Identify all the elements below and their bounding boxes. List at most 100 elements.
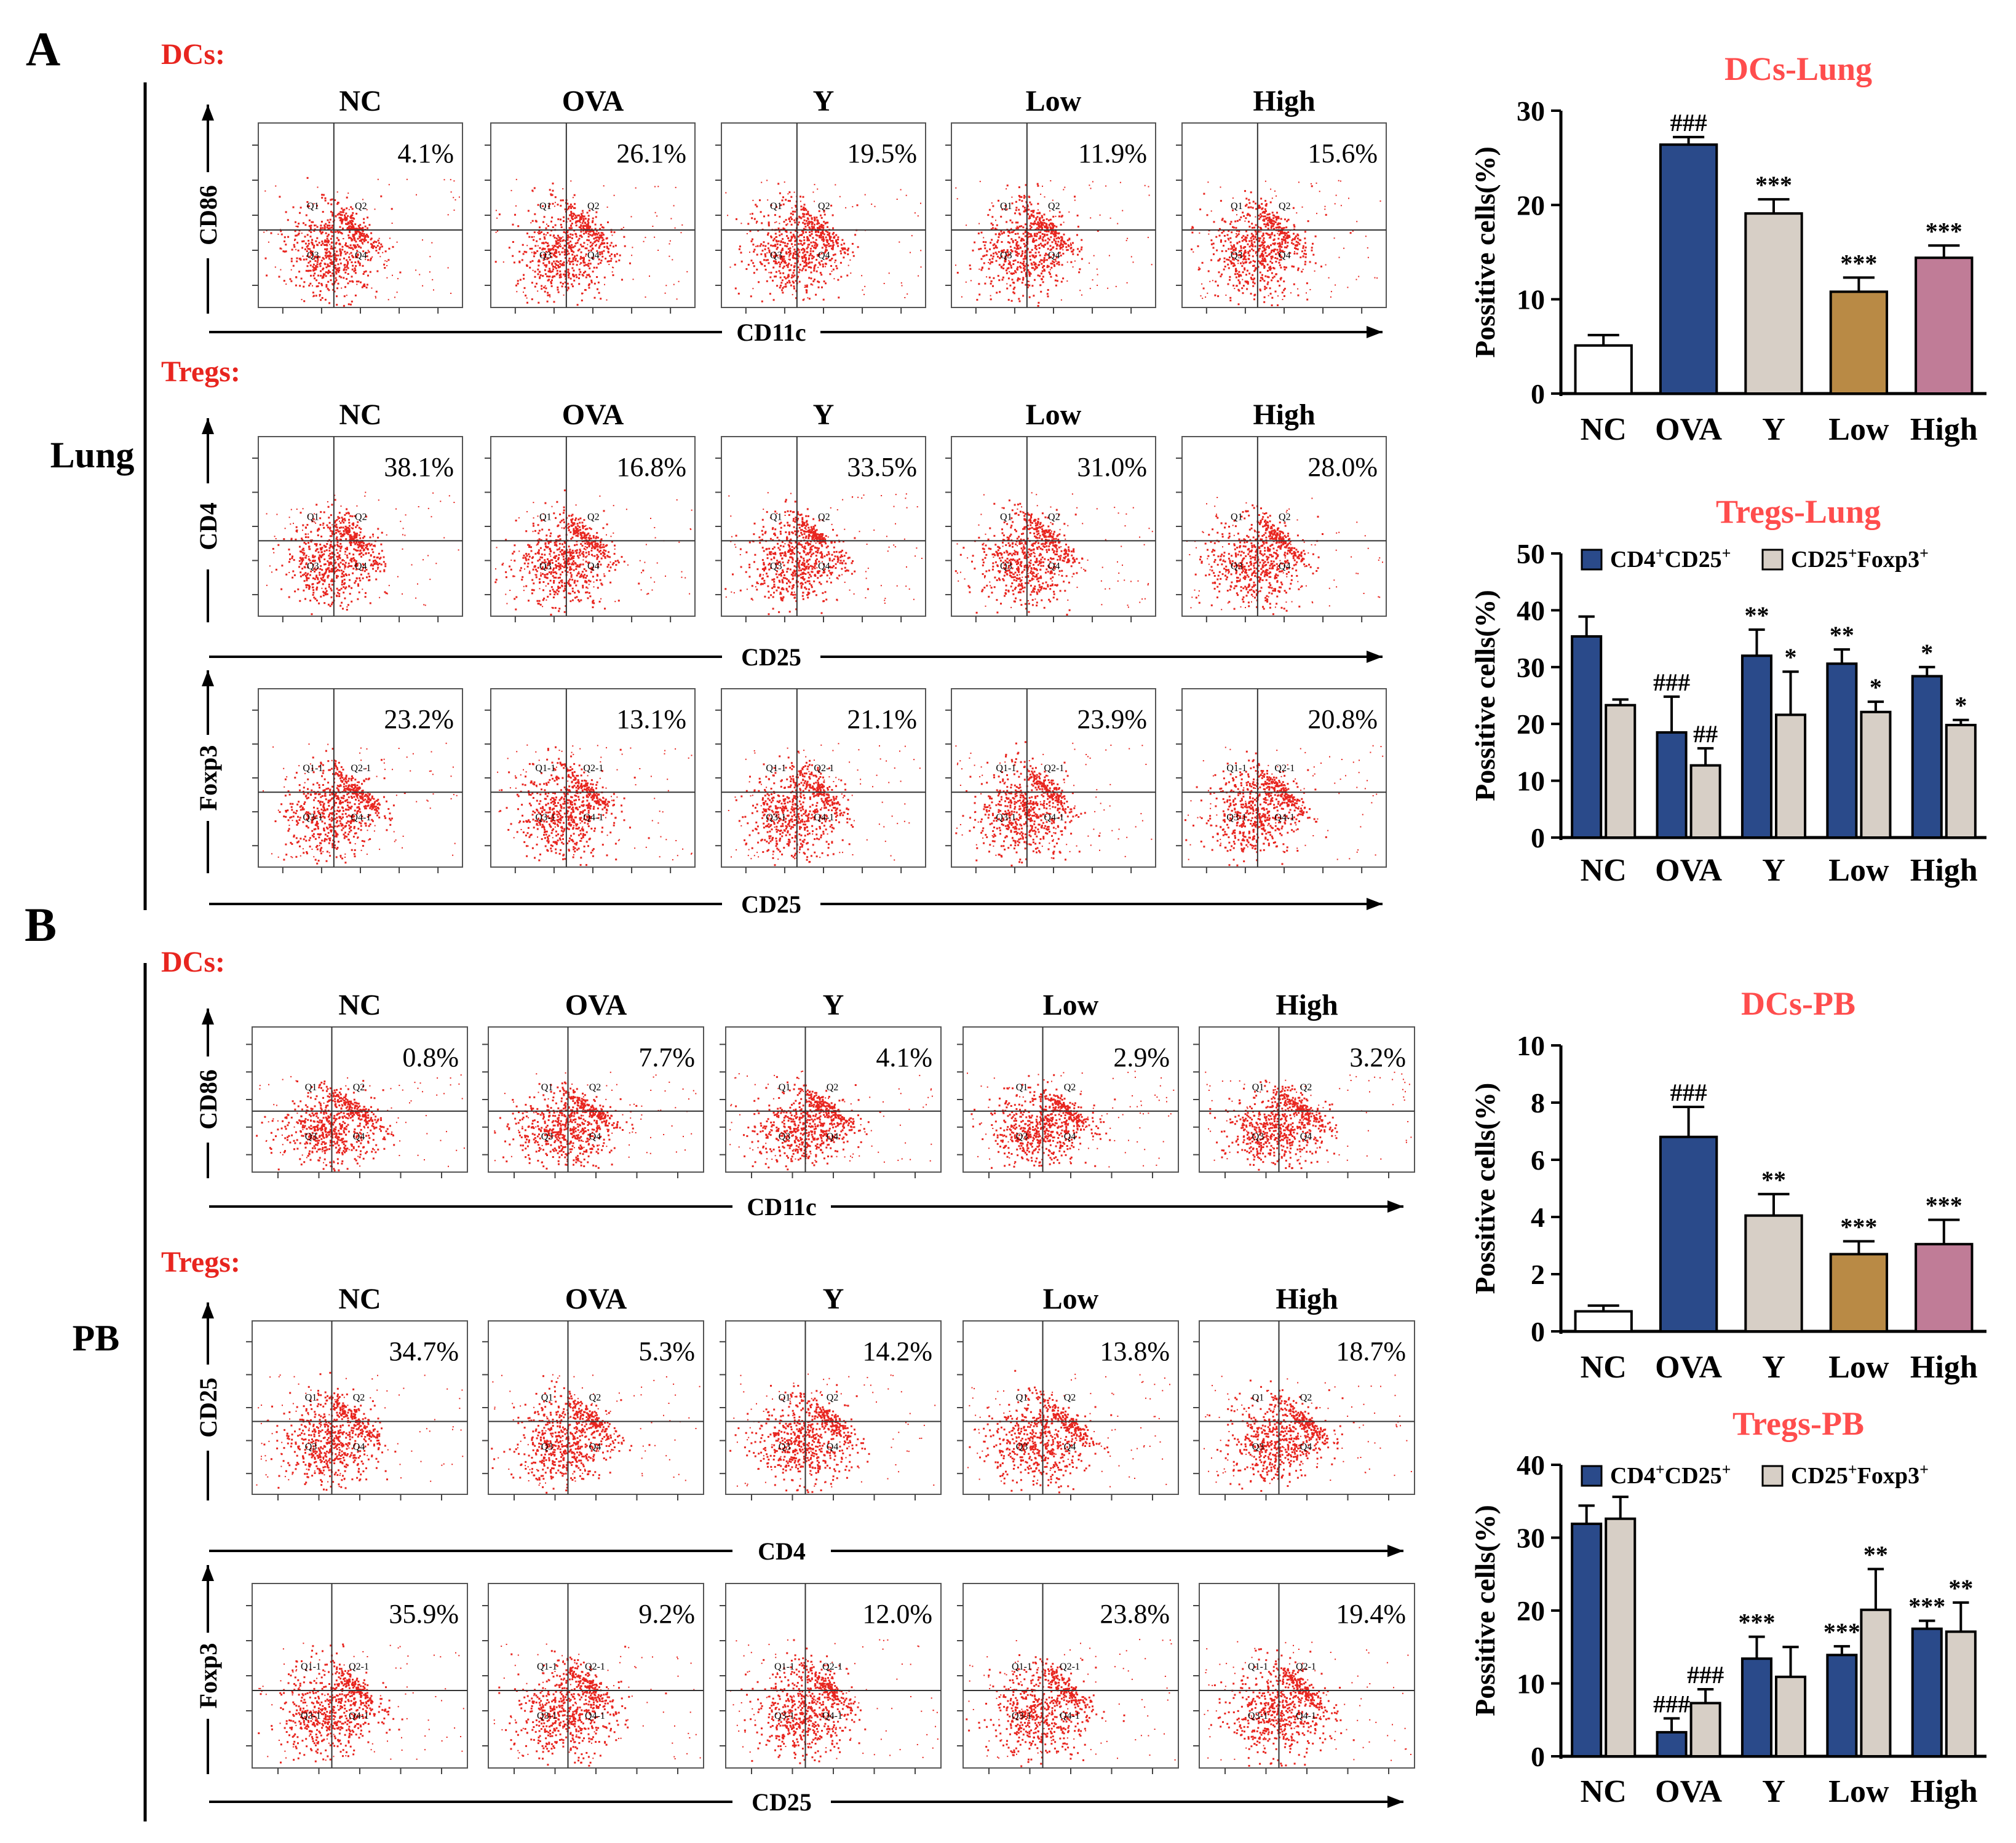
flow-plot-0-2-0-q1: Q1-1 (303, 763, 323, 774)
bar-chart-3-legend-label-1-part: CD25 (1665, 1463, 1722, 1489)
section-1-side-label: PB (73, 1318, 120, 1358)
flow-plot-1-0-1-events (494, 1071, 697, 1170)
flow-plot-1-1-3-q2: Q2 (1064, 1393, 1076, 1403)
flow-plot-1-0-1-q1: Q1 (541, 1082, 554, 1093)
bar-chart-3-ytick-label: 0 (1531, 1741, 1545, 1772)
flow-plot-1-1-2-q1: Q1 (779, 1393, 791, 1403)
bar-chart-1-ytick-label: 50 (1517, 538, 1545, 569)
flow-plot-1-1-0: Q1 Q2 Q3 Q4 34.7% NC (246, 1283, 468, 1500)
flow-plot-0-2-3-events (955, 741, 1153, 866)
flow-plot-0-2-1-q2: Q2-1 (583, 763, 603, 774)
flow-plot-0-2-2-q4: Q4-1 (814, 812, 834, 823)
bar-chart-3-ytick-label: 10 (1517, 1668, 1545, 1700)
bar-chart-1-bar (1689, 764, 1721, 839)
flow-plot-0-1-0-frame (258, 436, 463, 617)
flow-plot-1-2-2-q3: Q3-1 (774, 1711, 795, 1721)
flow-plot-0-0-2-group-label: Y (813, 85, 835, 117)
flow-plot-1-1-1-q4: Q4 (589, 1442, 601, 1453)
flow-plot-0-2-4: Q1-1 Q2-1 Q3-1 Q4-1 20.8% (1176, 688, 1387, 873)
bar-chart-3-legend-label-2-part: Foxp3 (1857, 1463, 1919, 1489)
bar-chart-0-significance: ### (1670, 109, 1707, 137)
bar-chart-2-ytick-label: 4 (1531, 1202, 1545, 1233)
bar-chart-1-legend-label-2: CD25+Foxp3+ (1791, 544, 1929, 573)
flow-plot-1-0-2-q3: Q3 (779, 1132, 791, 1142)
bar-chart-2-y-label: Possitive cells(%) (1469, 1083, 1501, 1294)
bar-chart-1-category-label: Y (1762, 853, 1785, 888)
flow-plot-1-2-3-q1: Q1-1 (1012, 1662, 1032, 1672)
bar-chart-2-significance: *** (1840, 1213, 1877, 1241)
bar-chart-3-legend-label-2-part: + (1848, 1461, 1857, 1478)
flow-plot-0-0-4-q3: Q3 (1231, 250, 1243, 261)
bar-chart-3-legend-label-1-part: + (1656, 1461, 1665, 1478)
bar-chart-1-bar (1775, 713, 1807, 839)
flow-plot-0-0-3-q1: Q1 (1000, 201, 1012, 212)
section-0-row-1-x-axis-label: CD25 (741, 643, 801, 671)
flow-plot-0-1-0-q3: Q3 (307, 561, 319, 571)
flow-plot-1-1-3-percent: 13.8% (1100, 1336, 1170, 1366)
flow-plot-0-2-2-events (728, 743, 921, 866)
flow-plot-0-2-4-events (1185, 745, 1384, 866)
flow-plot-1-1-4-group-label: High (1276, 1283, 1338, 1315)
flow-plot-0-2-1-q1: Q1-1 (535, 763, 555, 774)
bar-chart-3-bar (1656, 1730, 1688, 1758)
flow-plot-0-2-3-q3: Q3-1 (996, 812, 1016, 823)
flow-plot-1-1-3-q1: Q1 (1016, 1393, 1028, 1403)
flow-plot-0-1-2: Q1 Q2 Q3 Q4 33.5% Y (715, 398, 926, 622)
flow-plot-1-2-0-q1: Q1-1 (301, 1662, 321, 1672)
flow-plot-1-0-1-group-label: OVA (565, 989, 627, 1021)
section-1-row-0-y-arrow-head (202, 1009, 214, 1025)
flow-plot-1-1-1-frame (488, 1320, 704, 1495)
flow-plot-1-1-2-group-label: Y (823, 1283, 844, 1315)
bar-chart-0-ytick-label: 0 (1531, 378, 1545, 410)
bar-chart-3-bar (1945, 1630, 1977, 1758)
flow-plot-0-1-3-q3: Q3 (1000, 561, 1012, 571)
flow-plot-0-0-1-events (494, 178, 688, 306)
flow-plot-1-2-2-q4: Q4-1 (822, 1711, 843, 1721)
flow-plot-0-2-3: Q1-1 Q2-1 Q3-1 Q4-1 23.9% (945, 688, 1156, 873)
section-0-side-label: Lung (50, 435, 135, 475)
bar-chart-1-significance: ## (1693, 720, 1718, 748)
flow-plot-1-2-0-events (258, 1643, 464, 1764)
bar-chart-3-significance: ** (1863, 1540, 1888, 1568)
bar-chart-1-title: Tregs-Lung (1716, 493, 1881, 530)
bar-chart-2-category-label: Y (1762, 1350, 1785, 1385)
flow-plot-1-2-3-q3: Q3-1 (1012, 1711, 1032, 1721)
flow-plot-1-1-1-percent: 5.3% (638, 1336, 695, 1366)
flow-plot-1-2-1-q1: Q1-1 (537, 1662, 557, 1672)
flow-plot-1-1-3-q3: Q3 (1016, 1442, 1028, 1453)
bar-chart-1-category-label: Low (1828, 853, 1889, 888)
bar-chart-0-bar (1744, 212, 1803, 395)
flow-plot-1-0-2-percent: 4.1% (876, 1042, 932, 1072)
bar-chart-3-y-label: Possitive cells(%) (1469, 1505, 1501, 1716)
flow-plot-1-0-3: Q1 Q2 Q3 Q4 2.9% Low (957, 989, 1179, 1178)
bar-chart-3-legend-swatch-1 (1581, 1465, 1603, 1487)
section-0-row-2-x-axis-label: CD25 (741, 890, 801, 918)
section-0-row-1-x-mask (722, 642, 820, 672)
bar-chart-3-bar (1571, 1522, 1603, 1758)
flow-plot-0-1-1-q1: Q1 (539, 512, 552, 522)
flow-plot-0-2-3-q1: Q1-1 (996, 763, 1016, 774)
flow-plot-1-1-0-group-label: NC (338, 1283, 381, 1315)
flow-plot-1-1-0-q2: Q2 (353, 1393, 365, 1403)
section-1-row-2-x-mask (732, 1787, 831, 1817)
bar-chart-1-legend-label-2-part: + (1848, 544, 1857, 562)
bar-chart-2-ytick-label: 10 (1517, 1030, 1545, 1061)
flow-plot-0-0-1-q3: Q3 (539, 250, 552, 261)
flow-plot-0-0-2-q3: Q3 (770, 250, 782, 261)
flow-plot-1-0-4-q1: Q1 (1252, 1082, 1264, 1093)
flow-plot-1-0-4: Q1 Q2 Q3 Q4 3.2% High (1193, 989, 1415, 1178)
bar-chart-3-significance: *** (1908, 1593, 1945, 1620)
flow-plot-0-0-2-q4: Q4 (818, 250, 830, 261)
flow-plot-0-0-0-q2: Q2 (355, 201, 367, 212)
flow-plot-1-1-1-group-label: OVA (565, 1283, 627, 1315)
flow-plot-0-1-0: Q1 Q2 Q3 Q4 38.1%NC (252, 398, 463, 622)
flow-plot-0-2-4-q3: Q3-1 (1226, 812, 1247, 823)
bar-chart-1-legend-label-1-part: + (1656, 544, 1665, 562)
section-1-row-2-y-axis-label: Foxp3 (194, 1643, 222, 1709)
flow-plot-1-0-0-q2: Q2 (353, 1082, 365, 1093)
section-1-row-1-y-mask (189, 1365, 226, 1451)
flow-plot-1-1-2-q3: Q3 (779, 1442, 791, 1453)
flow-plot-1-2-4-events (1204, 1641, 1411, 1767)
flow-plot-0-0-3-q4: Q4 (1048, 250, 1060, 261)
flow-plot-1-0-0: Q1 Q2 Q3 Q4 0.8% NC (246, 989, 468, 1178)
